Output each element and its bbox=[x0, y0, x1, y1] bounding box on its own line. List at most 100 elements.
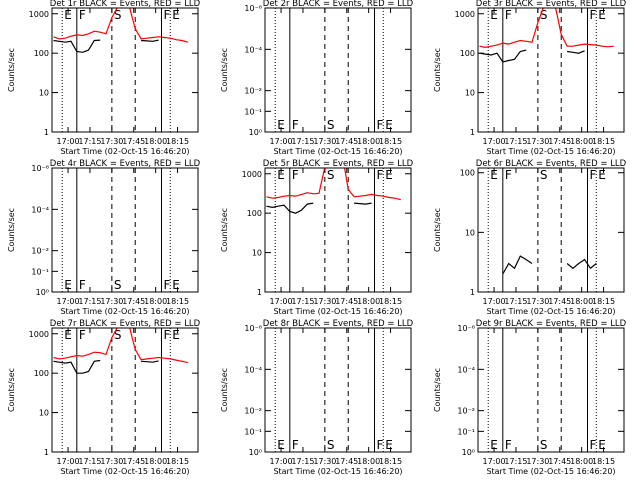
x-tick-label: 18:15 bbox=[166, 457, 189, 466]
x-tick-label: 18:00 bbox=[570, 297, 593, 306]
x-axis-label: Start Time (02-Oct-15 16:46:20) bbox=[486, 307, 615, 316]
x-tick-label: 17:30 bbox=[526, 457, 549, 466]
x-tick-label: 17:30 bbox=[313, 137, 336, 146]
x-tick-label: 17:15 bbox=[78, 137, 101, 146]
plot-frame bbox=[477, 327, 625, 453]
x-tick-label: 18:00 bbox=[570, 457, 593, 466]
x-tick-label: 18:00 bbox=[144, 137, 167, 146]
y-tick-label: 10⁻¹ bbox=[457, 427, 475, 436]
interval-label: F bbox=[164, 8, 171, 22]
x-tick-label: 18:15 bbox=[592, 457, 615, 466]
interval-label: E bbox=[490, 168, 498, 182]
x-tick-label: 17:45 bbox=[548, 457, 571, 466]
interval-label: F bbox=[590, 438, 597, 452]
y-tick-label: 10 bbox=[465, 228, 475, 237]
interval-label: E bbox=[172, 328, 180, 342]
y-tick-label: 1 bbox=[257, 288, 262, 297]
y-tick-label: 10⁻² bbox=[457, 407, 475, 416]
interval-label: E bbox=[385, 438, 393, 452]
x-tick-label: 17:00 bbox=[57, 457, 80, 466]
y-axis-label: Counts/sec bbox=[7, 48, 16, 92]
y-axis-label: Counts/sec bbox=[433, 208, 442, 252]
chart-title: Det 2r BLACK = Events, RED = LLD bbox=[263, 0, 414, 9]
plot-frame bbox=[264, 7, 412, 133]
panel: Det 8r BLACK = Events, RED = LLD Start Ti… bbox=[220, 319, 414, 476]
x-tick-label: 17:00 bbox=[483, 457, 506, 466]
interval-label: S bbox=[540, 438, 548, 452]
interval-label: E bbox=[385, 168, 393, 182]
x-tick-label: 18:00 bbox=[570, 137, 593, 146]
y-tick-label: 1 bbox=[470, 128, 475, 137]
x-tick-label: 18:15 bbox=[166, 137, 189, 146]
interval-label: S bbox=[540, 168, 548, 182]
y-tick-label: 10⁻⁶ bbox=[31, 164, 49, 173]
panel: Det 2r BLACK = Events, RED = LLD Start Ti… bbox=[220, 0, 414, 156]
x-tick-label: 17:00 bbox=[270, 137, 293, 146]
y-tick-label: 10⁻⁶ bbox=[244, 4, 262, 13]
y-tick-label: 1000 bbox=[29, 10, 49, 19]
chart-title: Det 8r BLACK = Events, RED = LLD bbox=[263, 319, 414, 329]
interval-label: E bbox=[64, 278, 72, 292]
series-line bbox=[53, 359, 159, 374]
x-tick-label: 17:45 bbox=[122, 457, 145, 466]
interval-label: S bbox=[327, 438, 335, 452]
interval-label: F bbox=[505, 438, 512, 452]
series-line bbox=[53, 8, 188, 43]
series-line bbox=[502, 255, 597, 275]
interval-label: E bbox=[64, 8, 72, 22]
x-tick-label: 17:00 bbox=[270, 297, 293, 306]
x-tick-label: 17:15 bbox=[504, 137, 527, 146]
interval-label: F bbox=[164, 328, 171, 342]
chart-title: Det 1r BLACK = Events, RED = LLD bbox=[50, 0, 201, 9]
interval-label: S bbox=[114, 328, 122, 342]
y-tick-label: 10⁻² bbox=[244, 87, 262, 96]
x-tick-label: 17:15 bbox=[504, 297, 527, 306]
interval-label: F bbox=[505, 168, 512, 182]
series-line bbox=[266, 168, 401, 201]
interval-label: E bbox=[277, 118, 285, 132]
plot-frame bbox=[477, 7, 625, 133]
chart-title: Det 7r BLACK = Events, RED = LLD bbox=[50, 319, 201, 329]
x-tick-label: 17:45 bbox=[122, 137, 145, 146]
x-tick-label: 18:15 bbox=[592, 137, 615, 146]
y-tick-label: 10⁰ bbox=[36, 288, 49, 297]
interval-label: F bbox=[292, 168, 299, 182]
x-axis-label: Start Time (02-Oct-15 16:46:20) bbox=[273, 467, 402, 476]
panel: Det 9r BLACK = Events, RED = LLD Start Ti… bbox=[433, 319, 627, 476]
y-axis-label: Counts/sec bbox=[433, 368, 442, 412]
x-tick-label: 17:30 bbox=[313, 457, 336, 466]
x-tick-label: 17:45 bbox=[548, 137, 571, 146]
y-tick-label: 1000 bbox=[242, 170, 262, 179]
y-tick-label: 10⁻² bbox=[244, 407, 262, 416]
y-tick-label: 10⁻¹ bbox=[244, 427, 262, 436]
panel: Det 5r BLACK = Events, RED = LLD Start Ti… bbox=[220, 159, 414, 316]
plot-frame bbox=[264, 327, 412, 453]
x-tick-label: 17:00 bbox=[57, 297, 80, 306]
x-tick-label: 17:45 bbox=[335, 137, 358, 146]
interval-label: F bbox=[377, 118, 384, 132]
y-tick-label: 10⁻⁴ bbox=[457, 365, 475, 374]
interval-label: F bbox=[590, 8, 597, 22]
interval-label: E bbox=[172, 278, 180, 292]
y-tick-label: 10⁻⁴ bbox=[244, 365, 262, 374]
y-tick-label: 100 bbox=[34, 49, 49, 58]
interval-label: S bbox=[114, 8, 122, 22]
x-tick-label: 17:30 bbox=[100, 297, 123, 306]
x-tick-label: 17:00 bbox=[483, 297, 506, 306]
y-tick-label: 10⁻¹ bbox=[31, 267, 49, 276]
panel: Det 3r BLACK = Events, RED = LLD Start Ti… bbox=[433, 0, 627, 156]
interval-label: F bbox=[377, 438, 384, 452]
y-tick-label: 10 bbox=[39, 89, 49, 98]
interval-label: E bbox=[598, 8, 606, 22]
y-tick-label: 10⁻⁶ bbox=[244, 324, 262, 333]
x-tick-label: 18:00 bbox=[357, 457, 380, 466]
panel: Det 6r BLACK = Events, RED = LLD Start Ti… bbox=[433, 159, 627, 316]
y-axis-label: Counts/sec bbox=[433, 48, 442, 92]
x-tick-label: 17:15 bbox=[291, 457, 314, 466]
chart-title: Det 3r BLACK = Events, RED = LLD bbox=[476, 0, 627, 9]
x-tick-label: 18:15 bbox=[379, 457, 402, 466]
y-axis-label: Counts/sec bbox=[220, 48, 229, 92]
interval-label: E bbox=[385, 118, 393, 132]
interval-label: E bbox=[490, 438, 498, 452]
